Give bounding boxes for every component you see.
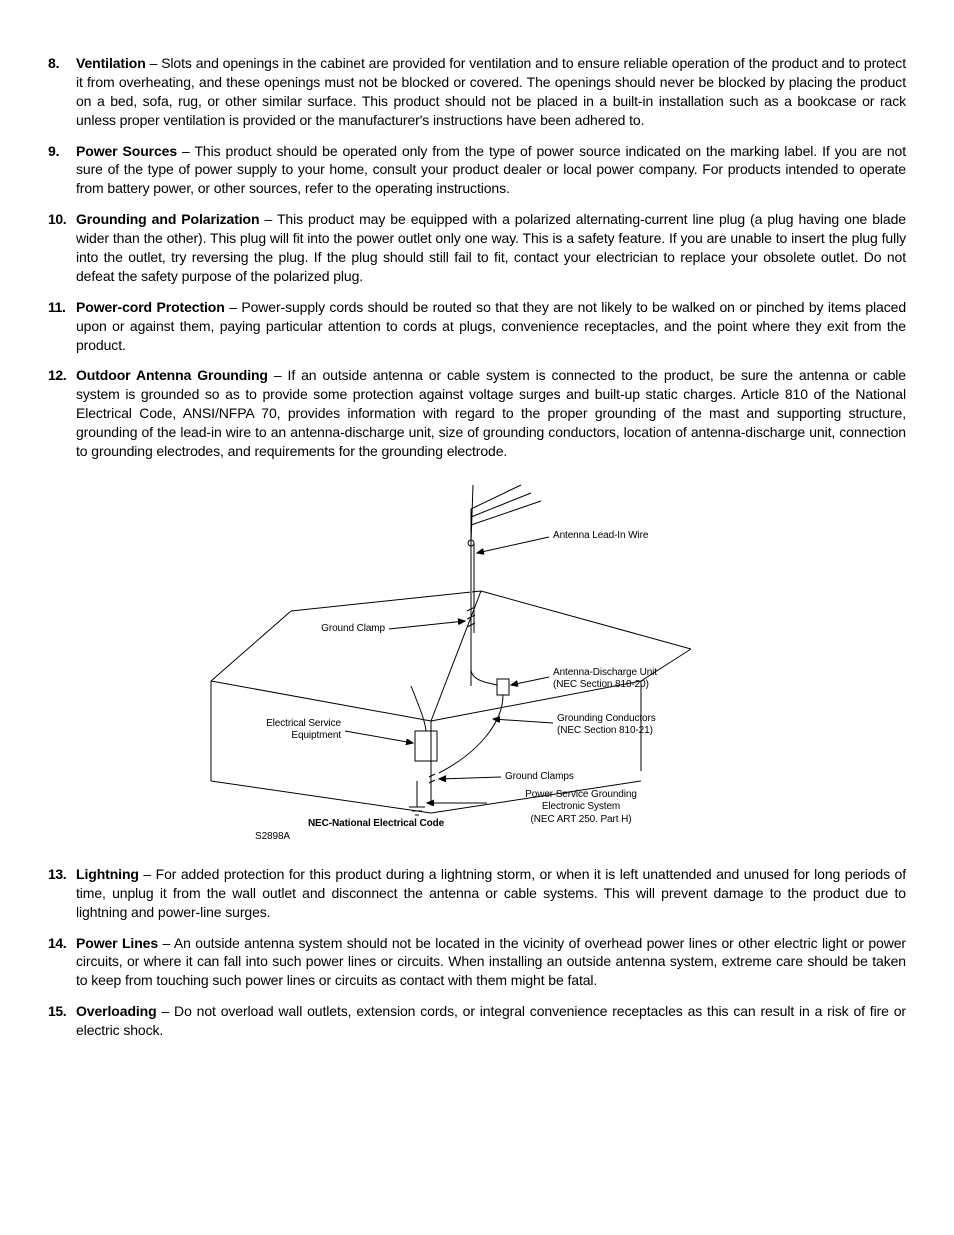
label-ps-l2: Electronic System bbox=[542, 801, 620, 812]
item-number: 14. bbox=[48, 934, 76, 991]
label-elec-l1: Electrical Service bbox=[266, 718, 341, 729]
instruction-item-9: 9. Power Sources – This product should b… bbox=[48, 142, 906, 199]
item-body: Overloading – Do not overload wall outle… bbox=[76, 1002, 906, 1040]
item-body: Lightning – For added protection for thi… bbox=[76, 865, 906, 922]
instruction-item-13: 13. Lightning – For added protection for… bbox=[48, 865, 906, 922]
diagram-cell: Antenna Lead-In Wire Ground Clamp Antenn… bbox=[76, 473, 906, 859]
item-number: 9. bbox=[48, 142, 76, 199]
label-ps-l3: (NEC ART 250. Part H) bbox=[531, 814, 632, 825]
item-body: Grounding and Polarization – This produc… bbox=[76, 210, 906, 286]
item-text: – Slots and openings in the cabinet are … bbox=[76, 55, 906, 128]
item-text: – This product should be operated only f… bbox=[76, 143, 906, 197]
diagram-row: Antenna Lead-In Wire Ground Clamp Antenn… bbox=[48, 473, 906, 859]
item-number: 12. bbox=[48, 366, 76, 460]
label-elec-l2: Equiptment bbox=[291, 730, 341, 741]
label-antenna-lead: Antenna Lead-In Wire bbox=[553, 530, 648, 543]
item-body: Power Sources – This product should be o… bbox=[76, 142, 906, 199]
label-electrical-service: Electrical Service Equiptment bbox=[233, 718, 341, 743]
item-text: – For added protection for this product … bbox=[76, 866, 906, 920]
item-number: 8. bbox=[48, 54, 76, 130]
item-number: 15. bbox=[48, 1002, 76, 1040]
item-title: Outdoor Antenna Grounding bbox=[76, 367, 268, 383]
item-body: Outdoor Antenna Grounding – If an outsid… bbox=[76, 366, 906, 460]
item-text: – Do not overload wall outlets, extensio… bbox=[76, 1003, 906, 1038]
diagram-svg bbox=[171, 481, 811, 841]
label-grounding-l2: (NEC Section 810-21) bbox=[557, 725, 653, 736]
label-grounding-l1: Grounding Conductors bbox=[557, 713, 656, 724]
label-discharge-l2: (NEC Section 810-20) bbox=[553, 679, 649, 690]
label-nec-caption: NEC-National Electrical Code bbox=[281, 818, 471, 831]
label-discharge-unit: Antenna-Discharge Unit (NEC Section 810-… bbox=[553, 667, 657, 692]
label-discharge-l1: Antenna-Discharge Unit bbox=[553, 667, 657, 678]
instruction-item-8: 8. Ventilation – Slots and openings in t… bbox=[48, 54, 906, 130]
instruction-item-11: 11. Power-cord Protection – Power-supply… bbox=[48, 298, 906, 355]
instruction-item-10: 10. Grounding and Polarization – This pr… bbox=[48, 210, 906, 286]
item-title: Lightning bbox=[76, 866, 139, 882]
instruction-item-14: 14. Power Lines – An outside antenna sys… bbox=[48, 934, 906, 991]
label-figure-number: S2898A bbox=[255, 831, 290, 844]
diagram-wrap: Antenna Lead-In Wire Ground Clamp Antenn… bbox=[76, 481, 906, 841]
item-title: Ventilation bbox=[76, 55, 146, 71]
item-title: Power Lines bbox=[76, 935, 158, 951]
item-title: Overloading bbox=[76, 1003, 157, 1019]
item-title: Power-cord Protection bbox=[76, 299, 225, 315]
page: 8. Ventilation – Slots and openings in t… bbox=[0, 0, 954, 1235]
label-ps-l1: Power Service Grounding bbox=[525, 789, 637, 800]
label-ground-clamp-top: Ground Clamp bbox=[289, 623, 385, 636]
item-body: Power Lines – An outside antenna system … bbox=[76, 934, 906, 991]
label-ground-clamps-bottom: Ground Clamps bbox=[505, 771, 574, 784]
spacer bbox=[48, 473, 76, 859]
item-title: Grounding and Polarization bbox=[76, 211, 259, 227]
instruction-item-12: 12. Outdoor Antenna Grounding – If an ou… bbox=[48, 366, 906, 460]
item-number: 13. bbox=[48, 865, 76, 922]
antenna-grounding-diagram: Antenna Lead-In Wire Ground Clamp Antenn… bbox=[171, 481, 811, 841]
item-number: 10. bbox=[48, 210, 76, 286]
instruction-list: 8. Ventilation – Slots and openings in t… bbox=[48, 54, 906, 1040]
item-title: Power Sources bbox=[76, 143, 177, 159]
item-text: – An outside antenna system should not b… bbox=[76, 935, 906, 989]
item-body: Power-cord Protection – Power-supply cor… bbox=[76, 298, 906, 355]
item-body: Ventilation – Slots and openings in the … bbox=[76, 54, 906, 130]
item-number: 11. bbox=[48, 298, 76, 355]
label-grounding-conductors: Grounding Conductors (NEC Section 810-21… bbox=[557, 713, 656, 738]
nec-caption-text: NEC-National Electrical Code bbox=[308, 818, 444, 829]
instruction-item-15: 15. Overloading – Do not overload wall o… bbox=[48, 1002, 906, 1040]
label-power-service: Power Service Grounding Electronic Syste… bbox=[491, 789, 671, 827]
